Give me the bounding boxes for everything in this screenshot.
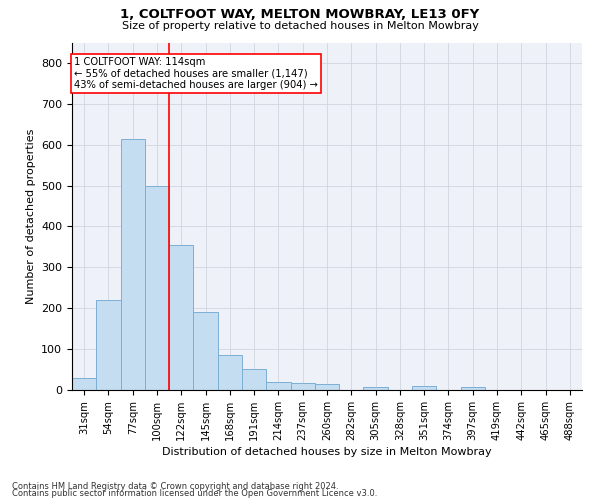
Bar xyxy=(290,383,315,390)
Y-axis label: Number of detached properties: Number of detached properties xyxy=(26,128,35,304)
Bar xyxy=(242,368,266,390)
Bar xyxy=(96,300,121,390)
Bar xyxy=(145,186,169,390)
Bar xyxy=(169,245,193,390)
Bar xyxy=(315,384,339,390)
Bar xyxy=(412,386,436,390)
Text: Contains public sector information licensed under the Open Government Licence v3: Contains public sector information licen… xyxy=(12,490,377,498)
Bar xyxy=(461,387,485,390)
Bar xyxy=(266,382,290,390)
Text: 1 COLTFOOT WAY: 114sqm
← 55% of detached houses are smaller (1,147)
43% of semi-: 1 COLTFOOT WAY: 114sqm ← 55% of detached… xyxy=(74,57,319,90)
Bar xyxy=(193,312,218,390)
Text: Size of property relative to detached houses in Melton Mowbray: Size of property relative to detached ho… xyxy=(122,21,478,31)
Text: Contains HM Land Registry data © Crown copyright and database right 2024.: Contains HM Land Registry data © Crown c… xyxy=(12,482,338,491)
Bar xyxy=(364,387,388,390)
Text: 1, COLTFOOT WAY, MELTON MOWBRAY, LE13 0FY: 1, COLTFOOT WAY, MELTON MOWBRAY, LE13 0F… xyxy=(121,8,479,20)
X-axis label: Distribution of detached houses by size in Melton Mowbray: Distribution of detached houses by size … xyxy=(162,447,492,457)
Bar xyxy=(218,355,242,390)
Bar xyxy=(72,378,96,390)
Bar xyxy=(121,138,145,390)
